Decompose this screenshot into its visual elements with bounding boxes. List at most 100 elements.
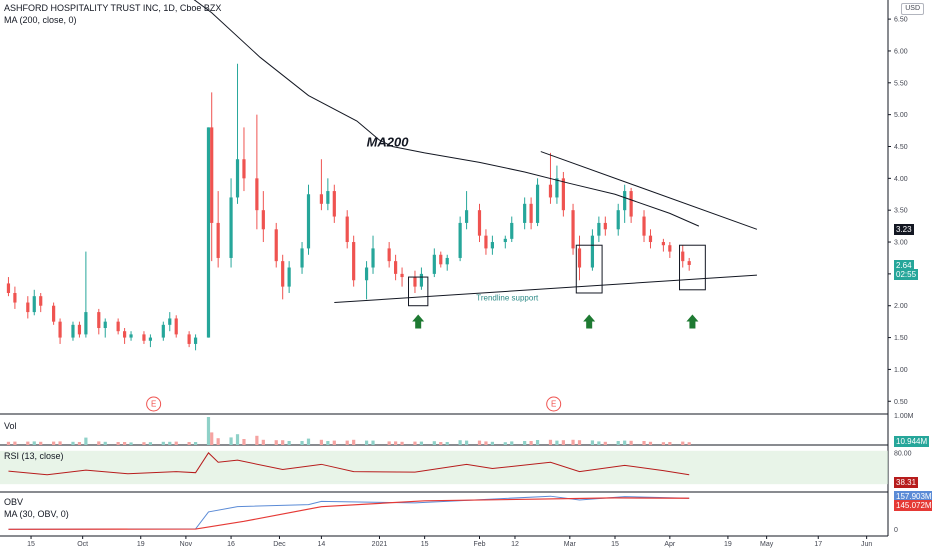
- candle: [629, 191, 633, 217]
- obv-tick-label: 0: [894, 527, 898, 534]
- candle: [484, 235, 488, 249]
- candle: [490, 242, 494, 249]
- candle: [39, 296, 43, 306]
- time-tick-label: Dec: [273, 541, 286, 548]
- candle: [52, 305, 56, 322]
- volume-bar: [464, 440, 469, 445]
- candle: [32, 296, 36, 313]
- volume-bar: [571, 439, 575, 445]
- volume-bar: [352, 439, 356, 445]
- price-tick-label: 2.00: [894, 303, 908, 310]
- ma-price-badge: 3.23: [894, 224, 914, 235]
- candle: [148, 337, 153, 341]
- candle: [642, 216, 646, 236]
- volume-tick-label: 1.00M: [894, 413, 914, 420]
- price-tick-label: 5.50: [894, 80, 908, 87]
- trendline-support: [334, 274, 757, 304]
- candle: [529, 203, 533, 223]
- volume-bar: [210, 432, 214, 445]
- time-tick-label: 15: [611, 541, 619, 548]
- volume-bar: [6, 441, 11, 445]
- volume-bar: [287, 441, 291, 445]
- time-tick-label: 2021: [372, 541, 388, 548]
- candle: [261, 210, 265, 230]
- volume-bar: [603, 441, 607, 445]
- time-tick-label: Mar: [564, 541, 577, 548]
- candle: [210, 127, 214, 223]
- volume-bar: [432, 441, 436, 445]
- volume-bar: [161, 441, 165, 445]
- candle: [577, 248, 582, 268]
- ma200-line: [193, 0, 700, 227]
- candle: [345, 216, 349, 243]
- volume-bar: [371, 440, 375, 445]
- volume-bar: [548, 439, 553, 445]
- highlight-box: [575, 244, 603, 294]
- currency-label[interactable]: USD: [901, 3, 924, 15]
- volume-bar: [616, 441, 620, 445]
- volume-bar: [187, 442, 191, 445]
- rsi-value-badge: 38.31: [894, 477, 919, 488]
- candle: [229, 197, 233, 258]
- volume-bar: [77, 442, 82, 445]
- up-arrow-icon: [412, 314, 425, 329]
- time-tick-label: 15: [27, 541, 35, 548]
- volume-bar: [590, 440, 595, 445]
- time-tick-label: 15: [421, 541, 429, 548]
- candle: [668, 245, 672, 252]
- candle: [400, 273, 404, 278]
- candle: [603, 222, 607, 230]
- candle: [235, 159, 240, 198]
- highlight-box: [408, 276, 429, 307]
- volume-bar: [193, 442, 198, 445]
- countdown-badge: 02:55: [894, 269, 919, 280]
- volume-bar: [229, 437, 233, 445]
- highlight-box: [679, 244, 706, 291]
- volume-bar: [235, 434, 240, 445]
- candle: [413, 277, 417, 287]
- price-tick-label: 5.00: [894, 112, 908, 119]
- trendline-support-label: Trendline support: [476, 294, 539, 303]
- obv-value-badge: 157.903M: [894, 491, 932, 502]
- candle: [439, 254, 443, 265]
- time-tick-label: 14: [318, 541, 326, 548]
- candle: [319, 194, 324, 204]
- time-tick-label: Jun: [861, 541, 872, 548]
- candle: [535, 184, 540, 223]
- candle: [116, 321, 120, 332]
- candle: [555, 178, 559, 198]
- candle: [103, 321, 107, 329]
- volume-bar: [503, 442, 507, 445]
- candle: [187, 334, 191, 344]
- volume-label: Vol: [4, 421, 17, 431]
- candle: [458, 222, 462, 258]
- candle: [97, 312, 101, 329]
- volume-bar: [148, 442, 153, 445]
- obv-ma-value-badge: 145.072M: [894, 500, 932, 511]
- candle: [503, 238, 507, 243]
- volume-bar: [458, 440, 462, 445]
- volume-bar: [345, 440, 349, 445]
- candle: [6, 283, 11, 293]
- volume-bar: [510, 441, 514, 445]
- ma-indicator-label: MA (200, close, 0): [4, 15, 77, 25]
- volume-bar: [116, 442, 120, 445]
- volume-bar: [535, 440, 540, 445]
- candle: [510, 222, 514, 239]
- price-tick-label: 1.50: [894, 335, 908, 342]
- candle: [26, 302, 30, 313]
- volume-bar: [555, 440, 559, 445]
- chart-title: ASHFORD HOSPITALITY TRUST INC, 1D, Cboe …: [4, 3, 222, 13]
- up-arrow-icon: [583, 314, 596, 329]
- volume-bar: [326, 441, 330, 445]
- candle: [193, 337, 198, 344]
- time-tick-label: Apr: [664, 541, 676, 548]
- price-tick-label: 3.50: [894, 208, 908, 215]
- candle: [548, 184, 553, 198]
- volume-bar: [629, 440, 633, 445]
- candle: [432, 254, 436, 274]
- rsi-tick-label: 80.00: [894, 450, 912, 457]
- candle: [623, 191, 627, 211]
- candle: [161, 324, 165, 338]
